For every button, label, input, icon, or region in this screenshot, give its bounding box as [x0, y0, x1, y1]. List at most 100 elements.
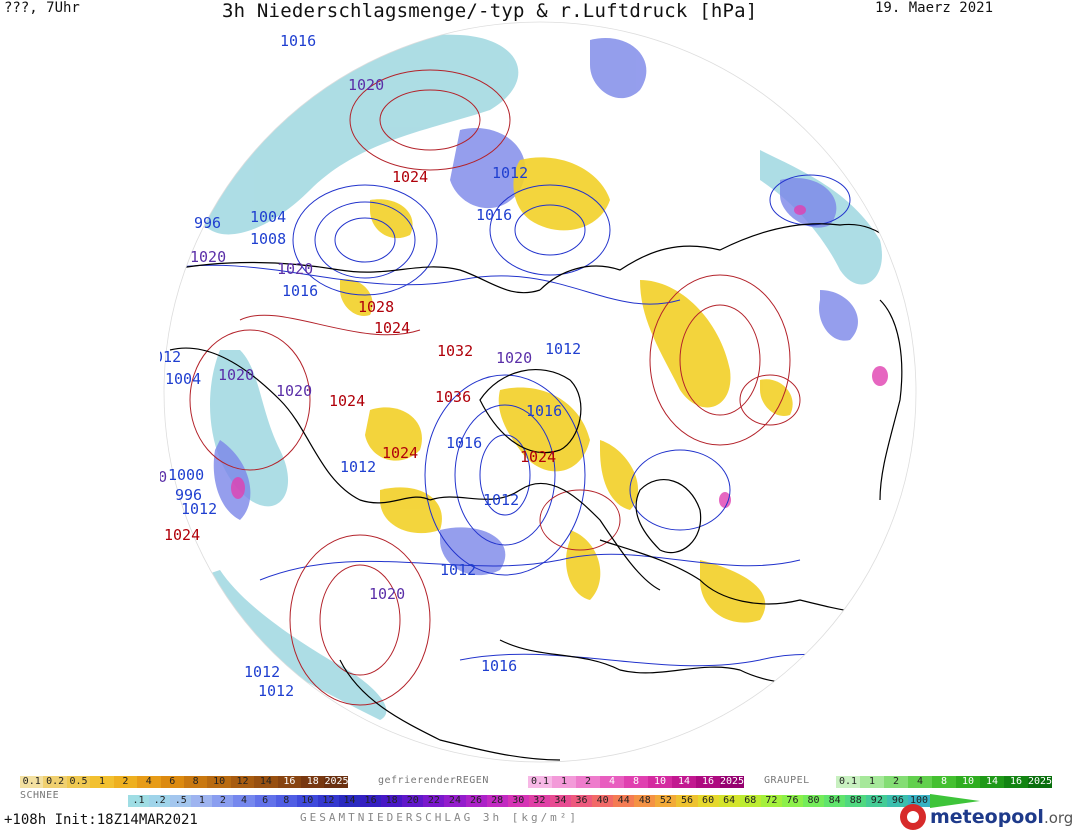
scale-value: 16: [360, 795, 382, 807]
scale-value: 72: [760, 795, 782, 807]
pressure-label-low: 996: [194, 214, 221, 232]
pressure-label-low: 1012: [181, 500, 217, 518]
coastlines: [169, 223, 916, 761]
pressure-label-high: 1024: [392, 168, 428, 186]
precip-snow-blue: [213, 38, 859, 576]
logo-tld: .org: [1043, 809, 1074, 827]
pressure-label-low: 1012: [492, 164, 528, 182]
scale-value: 0.1: [836, 776, 860, 788]
pressure-label-mid: 1020: [218, 366, 254, 384]
scale-value: 34: [549, 795, 571, 807]
precip-rain-yellow: [340, 157, 793, 623]
pressure-label-mid: 1020: [277, 260, 313, 278]
run-label: ???, 7Uhr: [4, 0, 80, 16]
scale-value: 36: [570, 795, 593, 807]
scale-value: 22: [423, 795, 445, 807]
total-precip-scale: .1.2.5 1 2 4 6 8 10 12 14 16 18 20 22 24 26 28 30 32 34 36 4…: [128, 795, 930, 807]
valid-date: 19. Maerz 2021: [875, 0, 994, 16]
scale-value: 60: [697, 795, 719, 807]
scale-value: 14: [672, 776, 696, 788]
pressure-label-mid: 1020: [496, 349, 532, 367]
scale-value: 30: [507, 795, 529, 807]
pressure-label-high: 1036: [435, 388, 471, 406]
pressure-label-low: 1012: [244, 663, 280, 681]
pressure-label-mid: 1020: [348, 76, 384, 94]
scale-value: 68: [739, 795, 761, 807]
init-label: +108h Init:18Z14MAR2021: [4, 812, 198, 828]
scale-value: 48: [634, 795, 656, 807]
scale-value: 1: [552, 776, 576, 788]
pressure-label-mid: 1020: [369, 585, 405, 603]
scale-value: 10: [956, 776, 980, 788]
scale-value: 2: [113, 776, 138, 788]
scale-value: 1: [860, 776, 884, 788]
pressure-label-mid: 1020: [190, 248, 226, 266]
pressure-label-low: 1016: [280, 32, 316, 50]
pressure-label-low: 1012: [545, 340, 581, 358]
scale-value: 76: [781, 795, 803, 807]
pressure-label-mid: 1020: [276, 382, 312, 400]
pressure-label-low: 1012: [440, 561, 476, 579]
total-precip-title: GESAMTNIEDERSCHLAG 3h [kg/m²]: [300, 811, 580, 824]
scale-value: 84: [824, 795, 846, 807]
scale-value: 32: [528, 795, 550, 807]
pressure-label-low: 1012: [160, 348, 181, 366]
scale-value: 2: [884, 776, 908, 788]
scale-value: 28: [486, 795, 508, 807]
pressure-label-high: 1024: [164, 526, 200, 544]
pressure-label-low: 1004: [250, 208, 286, 226]
scale-value: 8: [624, 776, 648, 788]
scale-value: 4: [233, 795, 255, 807]
logo-mark-icon: [900, 804, 926, 830]
scale-value: 64: [718, 795, 740, 807]
pressure-label-low: 1016: [481, 657, 517, 675]
scale-value: 26: [465, 795, 487, 807]
scale-value: 16: [696, 776, 720, 788]
scale-value: .1: [128, 795, 150, 807]
pressure-label-low: 1000: [168, 466, 204, 484]
map-border: [163, 21, 917, 763]
scale-value: 12: [230, 776, 255, 788]
scale-value: 0.1: [20, 776, 44, 788]
snow-title: SCHNEE: [20, 790, 60, 801]
map-title: 3h Niederschlagsmenge/-typ & r.Luftdruck…: [222, 0, 758, 22]
pressure-label-mid: 1020: [160, 468, 167, 486]
scale-value: 0.5: [66, 776, 91, 788]
scale-value: 14: [980, 776, 1004, 788]
scale-value: 24: [444, 795, 466, 807]
scale-value: 92: [866, 795, 888, 807]
meteopool-logo[interactable]: meteopool.org: [900, 804, 1073, 830]
scale-value: 14: [254, 776, 278, 788]
precip-freezing-rain: [231, 205, 888, 508]
scale-value: 12: [317, 795, 339, 807]
pressure-labels: 1020101610201028102410201016101299610041…: [160, 32, 581, 700]
scale-value: .5: [170, 795, 192, 807]
pressure-label-low: 1016: [526, 402, 562, 420]
pressure-label-low: 996: [175, 486, 202, 504]
pressure-label-high: 1032: [437, 342, 473, 360]
pressure-label-high: 1024: [329, 392, 365, 410]
scale-arrow-icon: [930, 794, 980, 808]
scale-value: 1: [90, 776, 114, 788]
scale-value: 56: [676, 795, 698, 807]
scale-value: 16: [1004, 776, 1028, 788]
pressure-label-high: 1028: [358, 298, 394, 316]
scale-value: .2: [149, 795, 171, 807]
pressure-label-high: 1024: [382, 444, 418, 462]
scale-value: 2025+: [1028, 776, 1052, 788]
pressure-label-low: 1008: [250, 230, 286, 248]
scale-value: 2025+: [324, 776, 348, 788]
pressure-label-low: 1012: [483, 491, 519, 509]
logo-name: meteopool: [930, 806, 1044, 828]
scale-value: 2025+: [720, 776, 744, 788]
pressure-label-low: 1016: [446, 434, 482, 452]
scale-value: 52: [655, 795, 677, 807]
scale-value: 18: [301, 776, 325, 788]
scale-value: 20: [402, 795, 424, 807]
graupel-title: GRAUPEL: [764, 775, 810, 786]
scale-value: 8: [932, 776, 956, 788]
pressure-label-low: 1016: [476, 206, 512, 224]
scale-value: 8: [183, 776, 208, 788]
